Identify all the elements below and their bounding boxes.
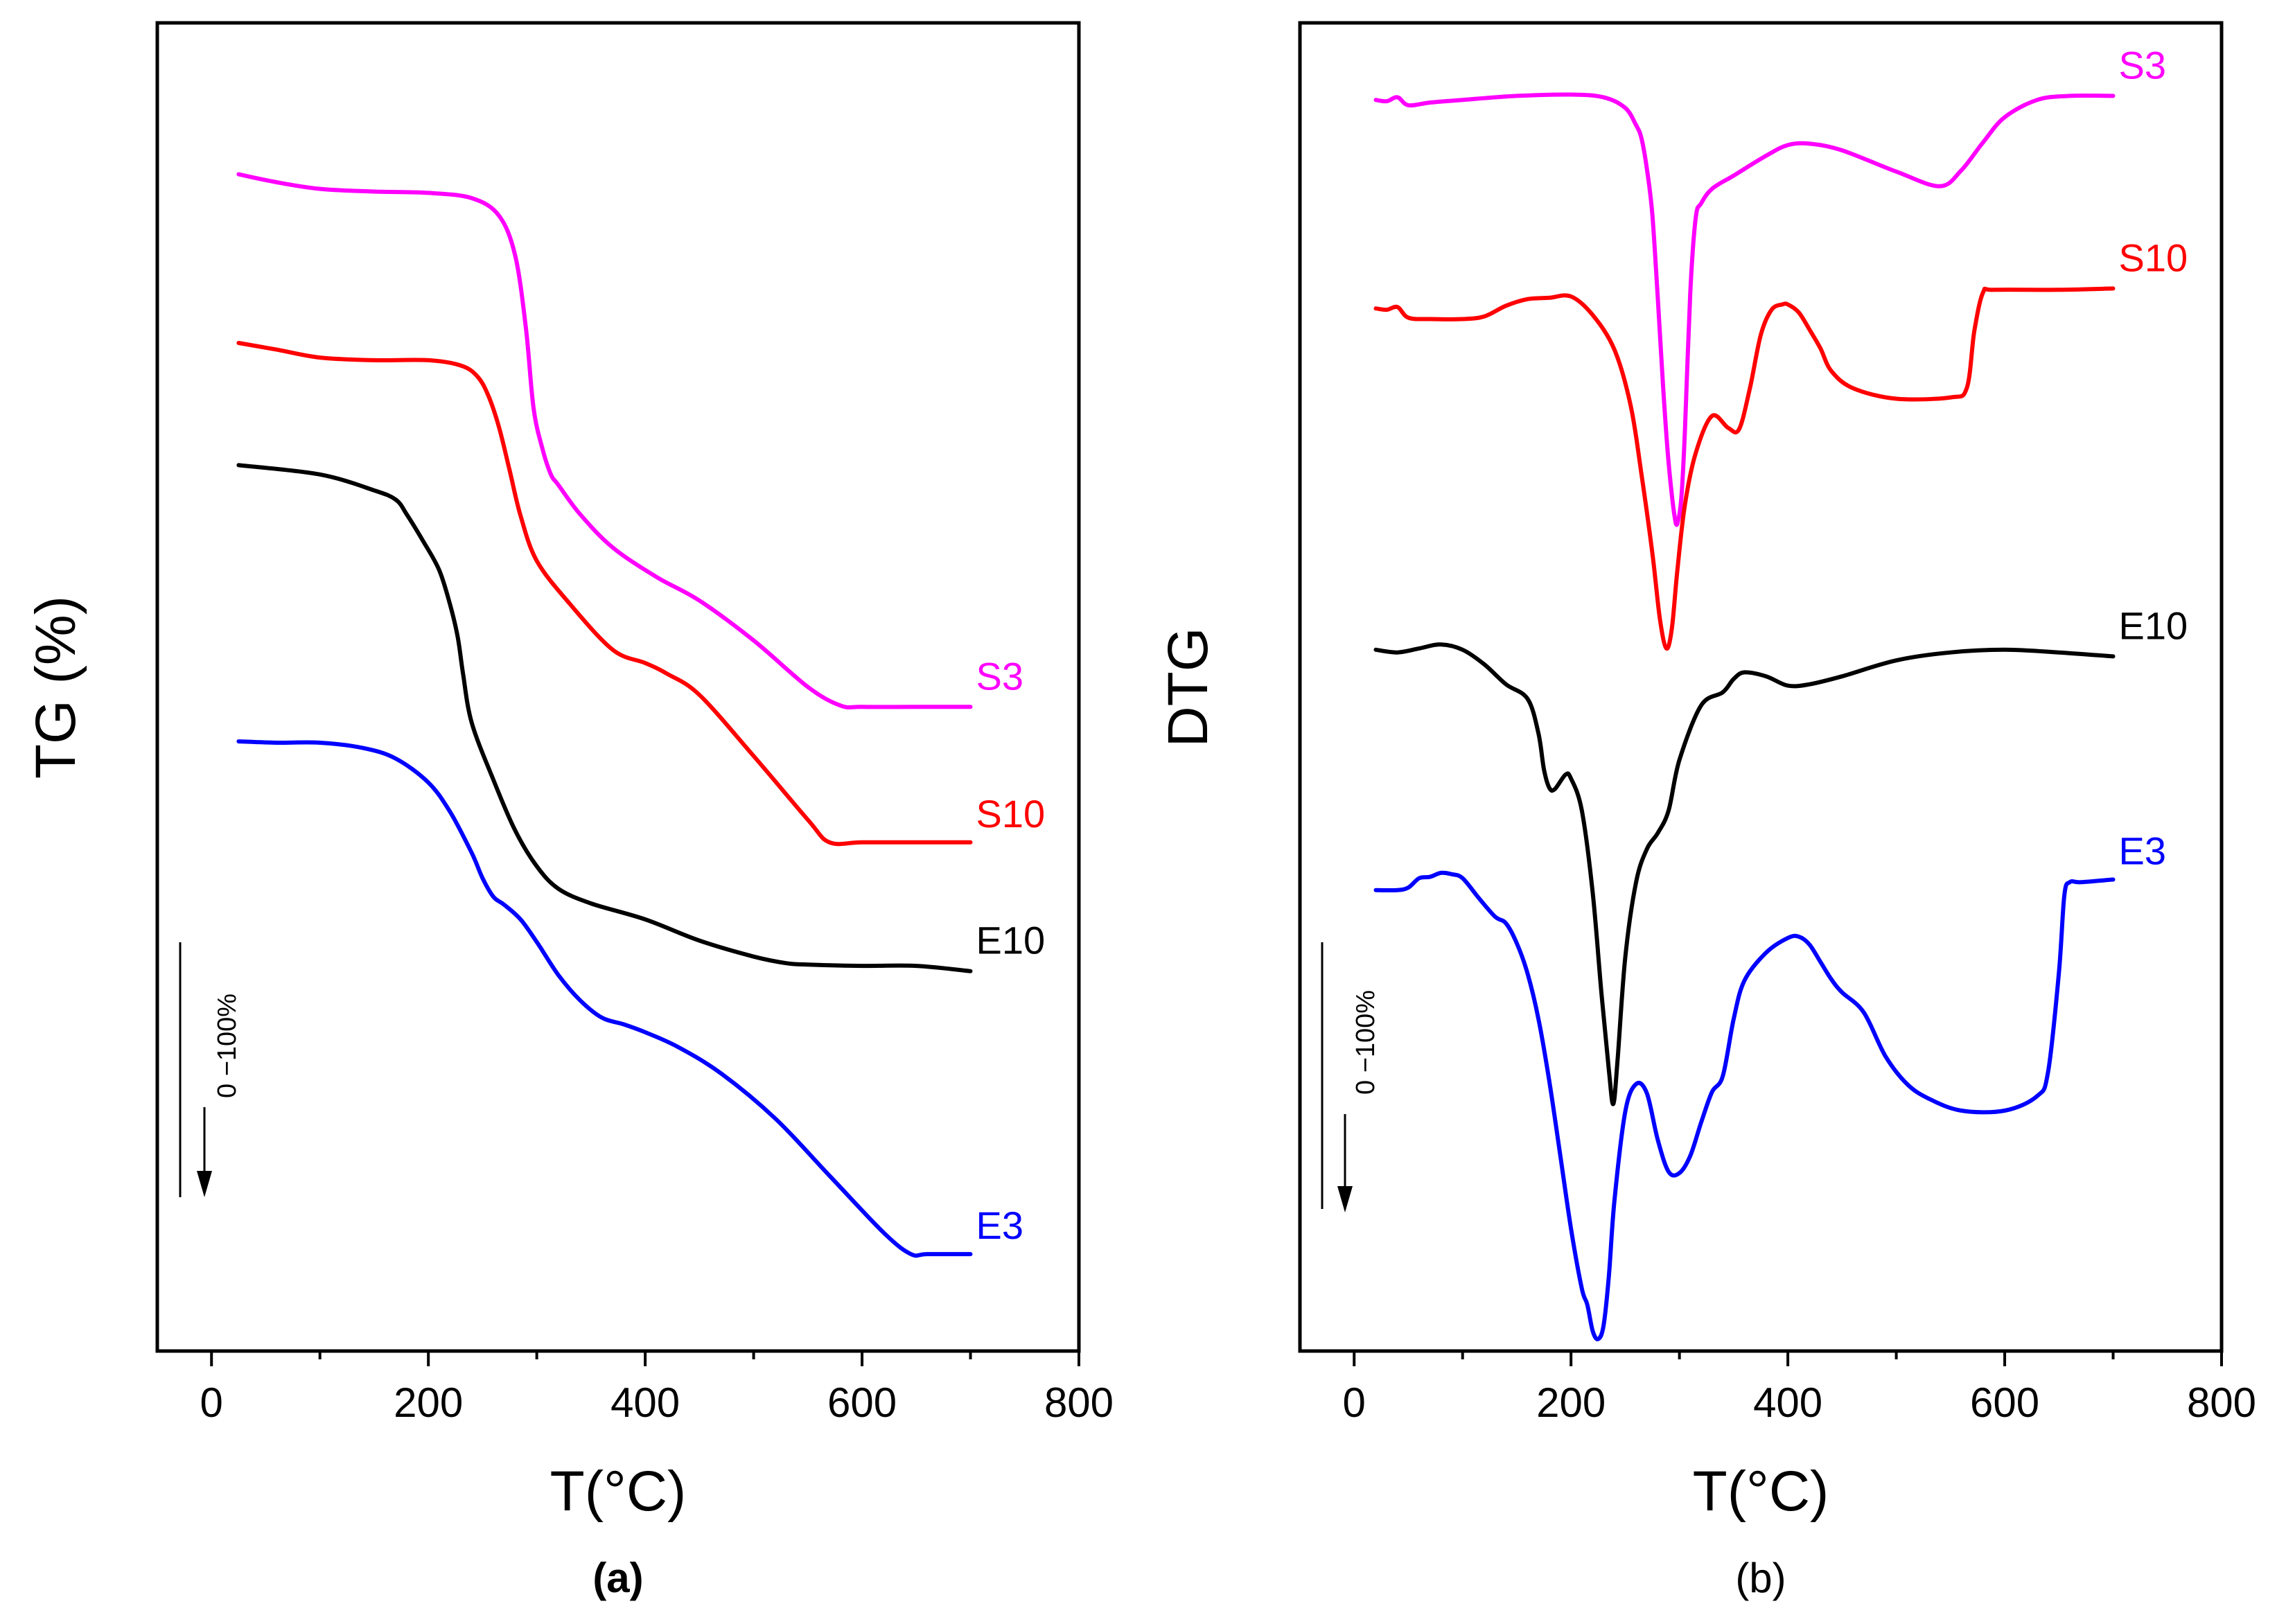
series-group-b — [1373, 92, 2116, 1341]
series-line-s3 — [236, 172, 973, 709]
x-tick-label: 600 — [1970, 1379, 2039, 1426]
y-axis-label-b: DTG — [1157, 627, 1220, 747]
x-tick-label: 800 — [1044, 1379, 1114, 1426]
series-line-s10 — [236, 341, 973, 847]
plot-frame-b — [1298, 21, 2224, 1353]
x-axis-label-a: T(°C) — [550, 1460, 687, 1523]
x-ticks-a: 0 200 400 600 800 — [200, 1351, 1114, 1426]
series-label-e3: E3 — [2119, 829, 2167, 872]
series-labels-b: S3 S10 E10 E3 — [2119, 43, 2188, 872]
panel-label-b: (b) — [1735, 1555, 1786, 1601]
panel-a: 0 200 400 600 800 S3 S10 E10 E3 0 −100% T(°C) T… — [24, 21, 1114, 1601]
series-line-s10 — [1373, 286, 2116, 651]
x-tick-label: 200 — [394, 1379, 463, 1426]
series-group-a — [236, 172, 973, 1258]
series-line-e3 — [236, 739, 973, 1258]
x-tick-label: 200 — [1536, 1379, 1606, 1426]
x-tick-label: 800 — [2187, 1379, 2256, 1426]
plot-frame-a — [155, 21, 1081, 1353]
series-line-e10 — [1373, 642, 2116, 1106]
panel-label-a: (a) — [592, 1555, 643, 1601]
series-label-s3: S3 — [976, 654, 1024, 698]
scale-annotation-b: 0 −100% — [1351, 990, 1380, 1095]
x-tick-label: 400 — [610, 1379, 680, 1426]
series-line-e3 — [1373, 870, 2116, 1341]
series-label-e10: E10 — [2119, 603, 2188, 647]
x-tick-label: 600 — [827, 1379, 897, 1426]
panel-b: 0 200 400 600 800 S3 S10 E10 E3 0 −100% T(°C) D… — [1157, 21, 2256, 1601]
down-arrow-icon — [1337, 1186, 1353, 1212]
series-line-s3 — [1373, 92, 2116, 527]
series-line-e10 — [236, 463, 973, 973]
x-tick-label: 0 — [1343, 1379, 1366, 1426]
series-labels-a: S3 S10 E10 E3 — [976, 654, 1046, 1247]
series-label-s10: S10 — [2119, 236, 2188, 279]
scale-bar-a: 0 −100% — [179, 942, 242, 1197]
series-label-s10: S10 — [976, 792, 1046, 836]
scale-bar-b: 0 −100% — [1321, 942, 1380, 1212]
x-ticks-b: 0 200 400 600 800 — [1343, 1351, 2256, 1426]
scale-annotation-a: 0 −100% — [213, 994, 242, 1098]
series-label-e3: E3 — [976, 1203, 1024, 1247]
x-tick-label: 400 — [1753, 1379, 1822, 1426]
y-axis-label-a: TG (%) — [24, 596, 87, 779]
down-arrow-icon — [197, 1171, 212, 1197]
x-tick-label: 0 — [200, 1379, 223, 1426]
series-label-e10: E10 — [976, 919, 1046, 962]
series-label-s3: S3 — [2119, 43, 2167, 87]
x-axis-label-b: T(°C) — [1693, 1460, 1829, 1523]
